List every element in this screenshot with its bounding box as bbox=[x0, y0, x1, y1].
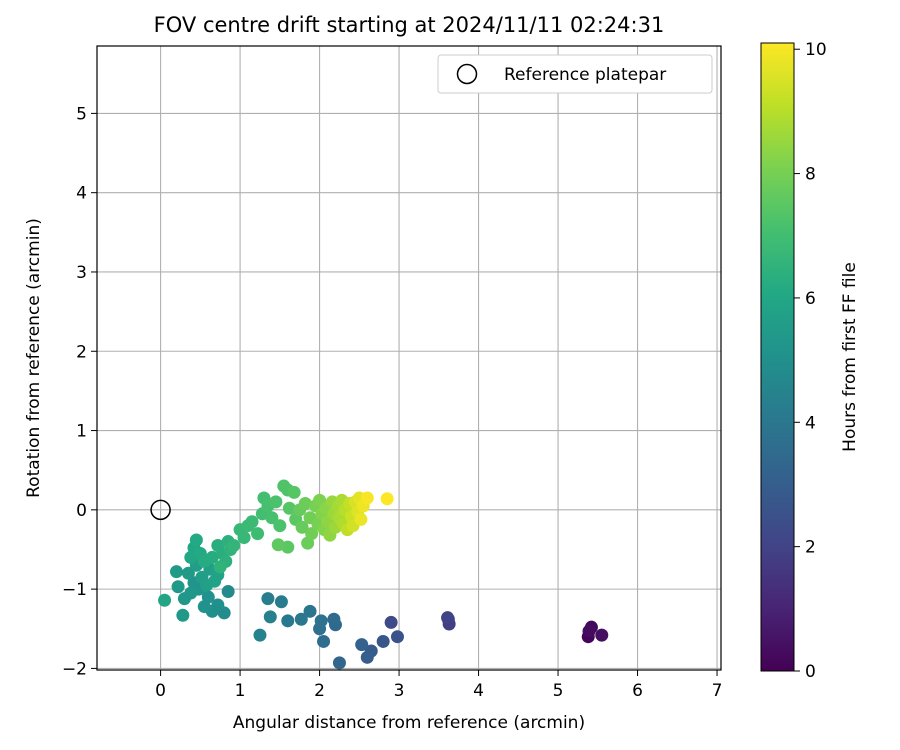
reference-marker bbox=[150, 499, 171, 521]
data-point bbox=[213, 560, 227, 574]
x-tick-label: 5 bbox=[553, 681, 564, 701]
colorbar-ticks: 0 2 4 6 8 10 bbox=[794, 40, 827, 682]
y-tick-label: 1 bbox=[76, 422, 87, 442]
chart-title: FOV centre drift starting at 2024/11/11 … bbox=[154, 13, 665, 37]
data-point bbox=[327, 612, 341, 626]
y-tick-label: 4 bbox=[76, 184, 87, 204]
data-point bbox=[376, 634, 390, 648]
x-tick-label: 0 bbox=[155, 681, 166, 701]
y-tick-label: 3 bbox=[76, 263, 87, 283]
data-point bbox=[158, 593, 172, 607]
data-point bbox=[265, 511, 279, 525]
data-point bbox=[314, 614, 328, 628]
data-point bbox=[355, 638, 369, 652]
data-point bbox=[281, 614, 295, 628]
reference-platepar-marker bbox=[150, 499, 171, 521]
colorbar-tick-label: 2 bbox=[805, 538, 816, 558]
y-tick-label: 2 bbox=[76, 342, 87, 362]
data-point bbox=[271, 538, 285, 552]
data-point bbox=[245, 515, 259, 529]
data-point bbox=[595, 628, 609, 642]
x-axis-label: Angular distance from reference (arcmin) bbox=[233, 713, 585, 733]
plot-frame bbox=[96, 45, 722, 671]
data-point bbox=[287, 485, 301, 499]
colorbar-tick-label: 0 bbox=[805, 662, 816, 682]
data-point bbox=[390, 630, 404, 644]
data-point bbox=[354, 512, 368, 526]
x-tick-label: 2 bbox=[314, 681, 325, 701]
colorbar-tick-label: 4 bbox=[805, 413, 816, 433]
data-point bbox=[169, 565, 183, 579]
data-point bbox=[253, 628, 267, 642]
y-axis-label: Rotation from reference (arcmin) bbox=[24, 218, 44, 498]
y-tick-label: 5 bbox=[76, 104, 87, 124]
colorbar-tick-label: 8 bbox=[805, 165, 816, 185]
data-point bbox=[227, 539, 241, 553]
data-point bbox=[332, 656, 346, 670]
data-point bbox=[282, 501, 296, 515]
y-tick-label: −2 bbox=[62, 659, 87, 679]
data-point bbox=[221, 585, 235, 599]
data-point bbox=[171, 580, 185, 594]
data-point bbox=[294, 612, 308, 626]
data-point bbox=[360, 491, 374, 505]
y-axis-ticks: −2 −1 0 1 2 3 4 5 bbox=[62, 104, 97, 679]
data-point bbox=[177, 592, 191, 606]
data-point bbox=[205, 550, 219, 564]
data-point bbox=[380, 492, 394, 506]
colorbar-label: Hours from first FF file bbox=[840, 262, 860, 452]
data-point bbox=[197, 600, 211, 614]
x-tick-label: 6 bbox=[632, 681, 643, 701]
data-point bbox=[305, 527, 319, 541]
y-tick-label: 0 bbox=[76, 501, 87, 521]
legend: Reference platepar bbox=[437, 54, 713, 94]
data-point bbox=[303, 604, 317, 618]
x-tick-label: 7 bbox=[712, 681, 723, 701]
colorbar-tick-label: 10 bbox=[805, 40, 827, 60]
data-point bbox=[189, 533, 203, 547]
legend-box bbox=[437, 54, 713, 94]
colorbar-gradient bbox=[760, 42, 795, 672]
x-tick-label: 3 bbox=[394, 681, 405, 701]
data-point bbox=[263, 610, 277, 624]
legend-entry-label: Reference platepar bbox=[504, 65, 666, 85]
data-point bbox=[384, 615, 398, 629]
data-point bbox=[181, 566, 195, 580]
legend-marker-icon bbox=[456, 63, 478, 85]
data-point bbox=[441, 611, 455, 625]
x-tick-label: 4 bbox=[473, 681, 484, 701]
data-point bbox=[269, 495, 283, 509]
data-point bbox=[251, 527, 265, 541]
x-tick-label: 1 bbox=[235, 681, 246, 701]
y-tick-label: −1 bbox=[62, 580, 87, 600]
data-point bbox=[317, 634, 331, 648]
x-axis-ticks: 0 1 2 3 4 5 6 7 bbox=[155, 670, 722, 701]
data-point bbox=[176, 608, 190, 622]
data-point bbox=[298, 496, 312, 510]
data-point bbox=[582, 624, 596, 638]
data-point bbox=[295, 520, 309, 534]
colorbar: 0 2 4 6 8 10 Hours from first FF file bbox=[760, 40, 860, 682]
colorbar-tick-label: 6 bbox=[805, 289, 816, 309]
gridlines bbox=[97, 46, 721, 670]
data-point bbox=[261, 592, 275, 606]
data-point bbox=[237, 531, 251, 545]
data-point bbox=[360, 650, 374, 664]
data-point bbox=[273, 519, 287, 533]
data-point bbox=[274, 595, 288, 609]
data-points bbox=[158, 479, 609, 670]
